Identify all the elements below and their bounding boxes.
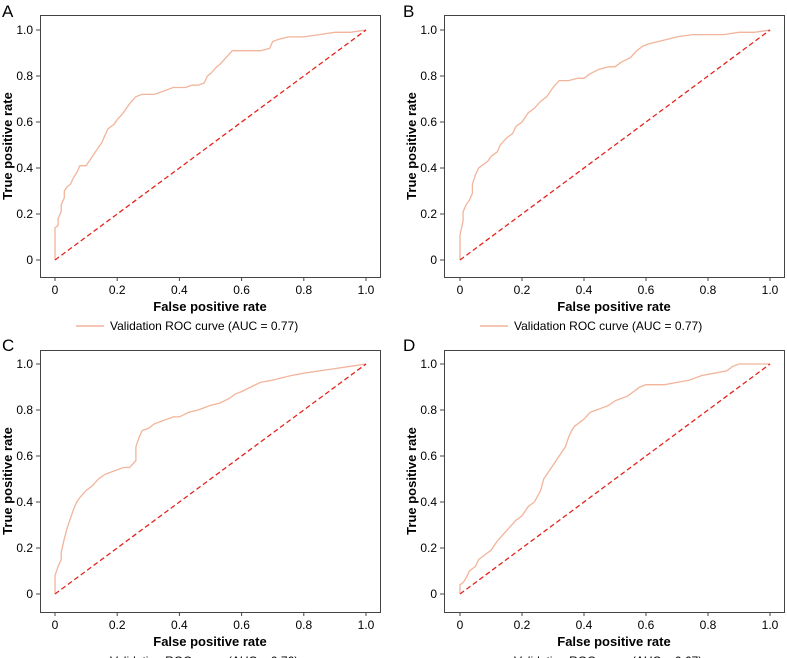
x-tick-label: 0.4 [171, 618, 188, 632]
panel-a: A 0 0.2 0.4 0.6 0.8 1.0 0 0.2 0.4 0.6 0.8 1.0 False p… [0, 2, 381, 333]
x-tick-label: 0.8 [700, 283, 717, 297]
y-tick-label: 0.6 [420, 449, 437, 463]
y-tick-label: 0.6 [16, 449, 33, 463]
x-tick-label: 0.2 [109, 618, 126, 632]
x-tick-label: 0.4 [171, 283, 188, 297]
y-tick-label: 0.4 [420, 495, 437, 509]
x-tick-label: 1.0 [762, 618, 779, 632]
x-tick-label: 0.2 [514, 618, 531, 632]
y-axis-title: True positive rate [404, 427, 419, 535]
x-tick-label: 0.8 [295, 283, 312, 297]
x-axis-title: False positive rate [153, 634, 266, 649]
y-tick-label: 0.2 [16, 541, 33, 555]
x-tick-label: 1.0 [762, 283, 779, 297]
y-tick-label: 1.0 [16, 357, 33, 371]
panel-letter: B [403, 2, 414, 21]
plot-frame [40, 350, 381, 613]
y-tick-label: 0.8 [420, 403, 437, 417]
roc-curve-line [459, 363, 770, 594]
y-tick-label: 0 [26, 253, 33, 267]
y-tick-label: 0.8 [420, 69, 437, 83]
y-axis-title: True positive rate [404, 92, 419, 200]
x-tick-label: 1.0 [358, 618, 375, 632]
chance-diagonal-line [54, 363, 367, 595]
x-axis-title: False positive rate [557, 299, 670, 314]
x-tick-label: 0.6 [638, 283, 655, 297]
x-tick-label: 0 [52, 618, 59, 632]
y-tick-label: 0.6 [16, 115, 33, 129]
panel-d: D 0 0.2 0.4 0.6 0.8 1.0 0 0.2 0.4 0.6 0.8 1.0 False p… [403, 336, 785, 658]
plot-frame [444, 350, 785, 613]
legend-label: Validation ROC curve (AUC = 0.77) [110, 319, 298, 333]
roc-curve-line [54, 363, 367, 594]
x-tick-label: 0.8 [295, 618, 312, 632]
y-tick-label: 0 [430, 253, 437, 267]
plot-frame [40, 15, 381, 278]
x-tick-label: 0 [457, 618, 464, 632]
x-tick-label: 0.4 [576, 618, 593, 632]
legend-label: Validation ROC curve (AUC = 0.77) [514, 319, 702, 333]
y-tick-label: 0.2 [420, 207, 437, 221]
chance-diagonal-line [459, 29, 771, 261]
panel-c: C 0 0.2 0.4 0.6 0.8 1.0 0 0.2 0.4 0.6 0.8 1.0 False p… [0, 336, 381, 658]
y-tick-label: 0.2 [16, 207, 33, 221]
y-tick-label: 0.4 [16, 495, 33, 509]
x-tick-label: 0 [52, 283, 59, 297]
x-tick-label: 0.6 [638, 618, 655, 632]
chance-diagonal-line [459, 363, 771, 595]
y-tick-label: 0.2 [420, 541, 437, 555]
chance-diagonal-line [54, 29, 367, 261]
panel-letter: C [2, 336, 14, 355]
x-tick-label: 0.2 [514, 283, 531, 297]
x-axis-title: False positive rate [153, 299, 266, 314]
y-tick-label: 0.4 [16, 161, 33, 175]
y-tick-label: 0 [26, 587, 33, 601]
y-tick-label: 1.0 [16, 23, 33, 37]
legend-label: Validation ROC curve (AUC = 0.76) [110, 654, 298, 658]
y-axis-title: True positive rate [0, 92, 15, 200]
x-tick-label: 0.2 [109, 283, 126, 297]
panel-b: B 0 0.2 0.4 0.6 0.8 1.0 0 0.2 0.4 0.6 0.8 1.0 False p… [403, 2, 785, 333]
plot-frame [444, 15, 785, 278]
x-tick-label: 0.6 [233, 618, 250, 632]
panel-letter: A [2, 2, 14, 21]
roc-curve-line [54, 29, 367, 260]
x-tick-label: 0.4 [576, 283, 593, 297]
x-tick-label: 1.0 [358, 283, 375, 297]
y-tick-label: 1.0 [420, 23, 437, 37]
roc-curve-line [459, 29, 771, 260]
y-tick-label: 0.8 [16, 403, 33, 417]
x-axis-title: False positive rate [557, 634, 670, 649]
panel-letter: D [403, 336, 415, 355]
y-tick-label: 0.6 [420, 115, 437, 129]
legend-label: Validation ROC curve (AUC = 0.67) [514, 654, 702, 658]
y-tick-label: 0.4 [420, 161, 437, 175]
y-tick-label: 0.8 [16, 69, 33, 83]
y-axis-title: True positive rate [0, 427, 15, 535]
x-tick-label: 0.8 [700, 618, 717, 632]
x-tick-label: 0.6 [233, 283, 250, 297]
y-tick-label: 1.0 [420, 357, 437, 371]
y-tick-label: 0 [430, 587, 437, 601]
x-tick-label: 0 [457, 283, 464, 297]
